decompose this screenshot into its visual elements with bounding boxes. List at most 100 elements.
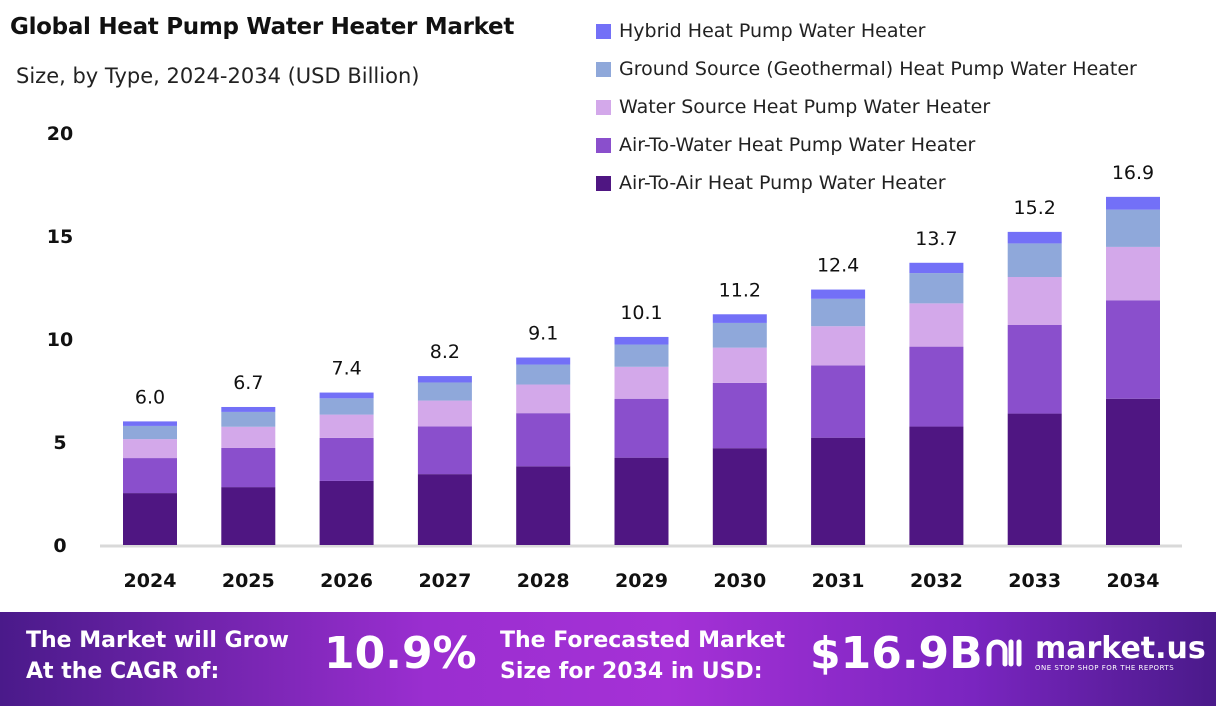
x-tick-label: 2025 (222, 570, 275, 592)
footer-banner: The Market will Grow At the CAGR of: 10.… (0, 612, 1216, 706)
bar-segment (516, 466, 571, 545)
x-tick-label: 2026 (320, 570, 373, 592)
data-label-total: 16.9 (1112, 162, 1154, 184)
bar-segment (123, 458, 177, 494)
y-tick-label: 15 (47, 226, 73, 248)
bar-segment (712, 322, 767, 348)
x-tick-label: 2029 (615, 570, 668, 592)
legend: Hybrid Heat Pump Water Heater Ground Sou… (596, 12, 1137, 202)
data-label-total: 7.4 (331, 358, 361, 380)
bar-segment (712, 314, 767, 323)
data-label-total: 9.1 (528, 323, 558, 345)
bar-segment (811, 298, 866, 327)
y-tick-label: 10 (47, 329, 73, 351)
legend-item-air-to-water: Air-To-Water Heat Pump Water Heater (596, 126, 1137, 164)
bar-segment (811, 326, 866, 366)
bar-segment (1007, 324, 1062, 414)
data-label-total: 6.0 (135, 386, 165, 408)
bar-segment (319, 414, 374, 438)
bar-segment (712, 448, 767, 545)
bar-segment (614, 457, 669, 545)
cagr-value: 10.9% (324, 628, 477, 679)
bar-segment (614, 398, 669, 458)
bar-segment (417, 400, 472, 427)
bar-segment (1106, 246, 1160, 301)
bar-segment (909, 273, 964, 304)
cagr-label: The Market will Grow At the CAGR of: (26, 628, 289, 684)
chart-subtitle: Size, by Type, 2024-2034 (USD Billion) (16, 64, 420, 88)
bar-segment (123, 421, 177, 426)
legend-swatch (596, 99, 611, 115)
bar-segment (417, 426, 472, 475)
bar-segment (1106, 196, 1160, 210)
data-label-total: 8.2 (430, 341, 460, 363)
bar-segment (1007, 276, 1062, 325)
bar-segment (516, 384, 571, 414)
bar-segment (909, 346, 964, 427)
bar-segment (1007, 413, 1062, 545)
bar-segment (123, 425, 177, 440)
bar-segment (811, 437, 866, 545)
bar-segment (712, 382, 767, 449)
bar-segment (614, 344, 669, 367)
brand-logo: market.us ONE STOP SHOP FOR THE REPORTS (985, 634, 1206, 672)
bar-segment (1106, 300, 1160, 399)
bar-segment (319, 398, 374, 415)
x-tick-label: 2033 (1008, 570, 1061, 592)
bar-segment (1007, 243, 1062, 277)
x-tick-label: 2030 (713, 570, 766, 592)
bar-segment (319, 480, 374, 545)
chart-title: Global Heat Pump Water Heater Market (10, 14, 515, 40)
bar-segment (221, 406, 276, 412)
bar-segment (123, 493, 177, 545)
data-label-total: 11.2 (719, 279, 761, 301)
bar-segment (614, 336, 669, 345)
bar-segment (417, 376, 472, 383)
bar-segment (319, 392, 374, 399)
legend-item-ground-source: Ground Source (Geothermal) Heat Pump Wat… (596, 50, 1137, 88)
bar-segment (417, 382, 472, 401)
bar-segment (909, 303, 964, 347)
x-tick-label: 2031 (812, 570, 865, 592)
x-tick-label: 2032 (910, 570, 963, 592)
y-tick-label: 0 (53, 535, 66, 557)
bar-segment (417, 474, 472, 545)
bar-segment (811, 365, 866, 438)
bar-segment (221, 447, 276, 488)
bar-segment (811, 289, 866, 299)
stacked-bar-chart: 0 5 10 15 20 6.0 2024 6.7 2025 7.4 2026 8.2 2027 9.1 2… (47, 123, 1182, 592)
bar-segment (614, 366, 669, 399)
y-tick-label: 20 (47, 123, 73, 145)
bar-segment (221, 411, 276, 427)
forecast-label: The Forecasted Market Size for 2034 in U… (500, 628, 786, 684)
data-label-total: 10.1 (620, 302, 662, 324)
bar-segment (712, 347, 767, 383)
legend-swatch (596, 175, 611, 191)
bar-segment (909, 262, 964, 274)
bar-segment (1106, 398, 1160, 545)
x-tick-label: 2028 (517, 570, 570, 592)
y-tick-label: 5 (53, 432, 66, 454)
data-label-total: 15.2 (1014, 197, 1056, 219)
bar-segment (221, 487, 276, 545)
bar-segment (319, 437, 374, 481)
bar-segment (909, 426, 964, 545)
legend-swatch (596, 23, 611, 39)
x-tick-label: 2034 (1107, 570, 1160, 592)
legend-swatch (596, 61, 611, 77)
bar-segment (516, 364, 571, 385)
bar-segment (123, 439, 177, 459)
legend-item-water-source: Water Source Heat Pump Water Heater (596, 88, 1137, 126)
bar-segment (221, 426, 276, 448)
x-tick-label: 2024 (124, 570, 177, 592)
bar-segment (1007, 231, 1062, 244)
data-label-total: 13.7 (915, 228, 957, 250)
legend-item-air-to-air: Air-To-Air Heat Pump Water Heater (596, 164, 1137, 202)
bar-segment (1106, 209, 1160, 247)
bar-segment (516, 357, 571, 365)
legend-swatch (596, 137, 611, 153)
data-label-total: 6.7 (233, 372, 263, 394)
data-label-total: 12.4 (817, 255, 859, 277)
legend-item-hybrid: Hybrid Heat Pump Water Heater (596, 12, 1137, 50)
market-us-logo-icon (986, 639, 1022, 667)
